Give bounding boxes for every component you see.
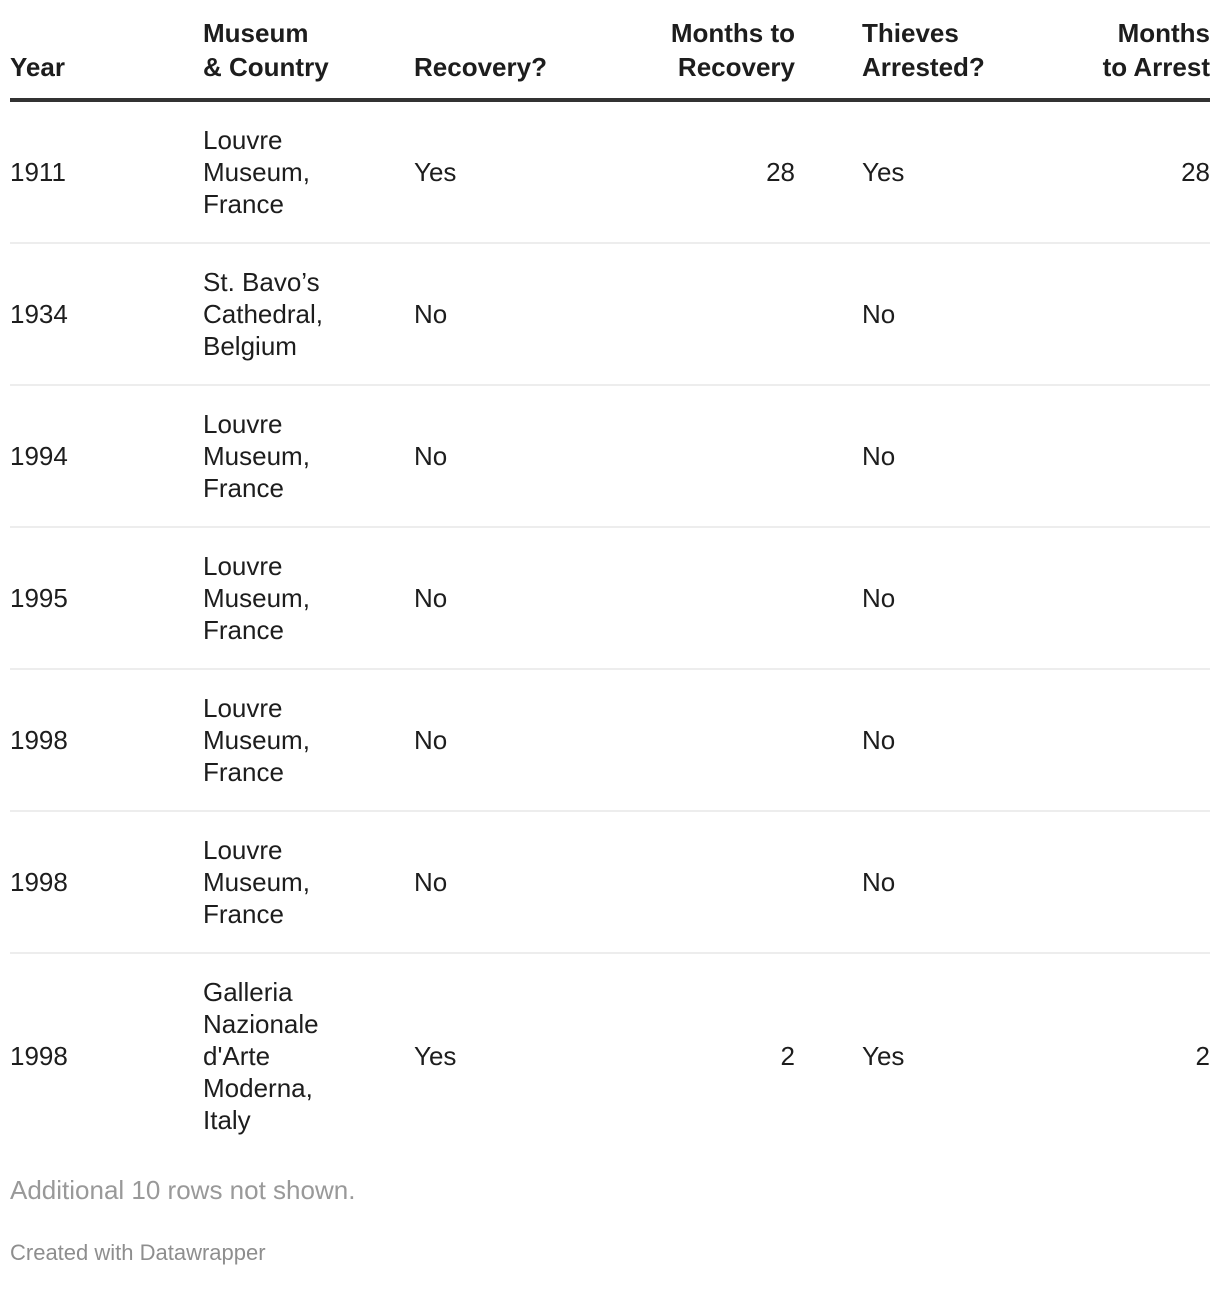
data-table: Year Museum & Country Recovery? Months to R… [10, 0, 1210, 1158]
datawrapper-attribution-link[interactable]: Created with Datawrapper [10, 1240, 266, 1265]
cell-museum-country: Galleria Nazionale d'Arte Moderna, Italy [203, 977, 319, 1135]
cell-recovery: No [414, 583, 448, 613]
cell-months-to-recovery [604, 243, 795, 385]
table-row: 1998 Galleria Nazionale d'Arte Moderna, I… [10, 953, 1210, 1158]
cell-year: 1998 [10, 1041, 68, 1071]
cell-months-to-recovery [604, 669, 795, 811]
cell-museum-country: Louvre Museum, France [203, 693, 310, 787]
cell-museum-country: Louvre Museum, France [203, 835, 310, 929]
cell-recovery: No [414, 441, 448, 471]
cell-museum-country: Louvre Museum, France [203, 125, 310, 219]
table-body: 1911 Louvre Museum, France Yes 28 Yes 28 1934 S… [10, 100, 1210, 1158]
cell-museum-country: St. Bavo’s Cathedral, Belgium [203, 267, 323, 361]
cell-year: 1995 [10, 583, 68, 613]
column-header-museum-country: Museum & Country [203, 0, 414, 102]
table-row: 1998 Louvre Museum, France No No [10, 811, 1210, 953]
cell-months-to-arrest: 28 [1181, 157, 1210, 187]
cell-months-to-arrest: 2 [1195, 1041, 1210, 1071]
cell-thieves-arrested: No [862, 583, 896, 613]
table-row: 1994 Louvre Museum, France No No [10, 385, 1210, 527]
table-row: 1998 Louvre Museum, France No No [10, 669, 1210, 811]
column-header-months-to-recovery: Months to Recovery [604, 0, 795, 102]
rows-not-shown-note: Additional 10 rows not shown. [10, 1175, 356, 1205]
cell-museum-country: Louvre Museum, France [203, 551, 310, 645]
cell-months-to-arrest [1050, 811, 1210, 953]
cell-months-to-recovery: 28 [766, 157, 795, 187]
cell-thieves-arrested: No [862, 867, 896, 897]
attribution: Created with Datawrapper [10, 1240, 1210, 1266]
cell-months-to-recovery: 2 [780, 1041, 795, 1071]
cell-thieves-arrested: Yes [862, 157, 905, 187]
cell-thieves-arrested: No [862, 725, 896, 755]
table-row: 1934 St. Bavo’s Cathedral, Belgium No No [10, 243, 1210, 385]
cell-recovery: Yes [414, 1041, 457, 1071]
cell-year: 1911 [10, 157, 66, 187]
cell-months-to-arrest [1050, 669, 1210, 811]
cell-months-to-arrest [1050, 385, 1210, 527]
column-header-recovery: Recovery? [414, 0, 604, 102]
table-row: 1995 Louvre Museum, France No No [10, 527, 1210, 669]
cell-year: 1998 [10, 725, 68, 755]
cell-recovery: Yes [414, 157, 457, 187]
column-header-year: Year [10, 0, 203, 102]
cell-year: 1934 [10, 299, 68, 329]
cell-thieves-arrested: No [862, 441, 896, 471]
cell-months-to-recovery [604, 385, 795, 527]
cell-thieves-arrested: Yes [862, 1041, 905, 1071]
cell-recovery: No [414, 299, 448, 329]
cell-months-to-arrest [1050, 243, 1210, 385]
datawrapper-table-page: Year Museum & Country Recovery? Months to R… [10, 0, 1210, 1266]
cell-thieves-arrested: No [862, 299, 896, 329]
cell-months-to-recovery [604, 527, 795, 669]
cell-recovery: No [414, 867, 448, 897]
column-header-thieves-arrested: Thieves Arrested? [795, 0, 1050, 102]
cell-recovery: No [414, 725, 448, 755]
cell-months-to-recovery [604, 811, 795, 953]
cell-months-to-arrest [1050, 527, 1210, 669]
cell-museum-country: Louvre Museum, France [203, 409, 310, 503]
cell-year: 1994 [10, 441, 68, 471]
header-row: Year Museum & Country Recovery? Months to R… [10, 0, 1210, 102]
cell-year: 1998 [10, 867, 68, 897]
table-row: 1911 Louvre Museum, France Yes 28 Yes 28 [10, 100, 1210, 243]
table-header: Year Museum & Country Recovery? Months to R… [10, 0, 1210, 102]
column-header-months-to-arrest: Months to Arrest [1050, 0, 1210, 102]
